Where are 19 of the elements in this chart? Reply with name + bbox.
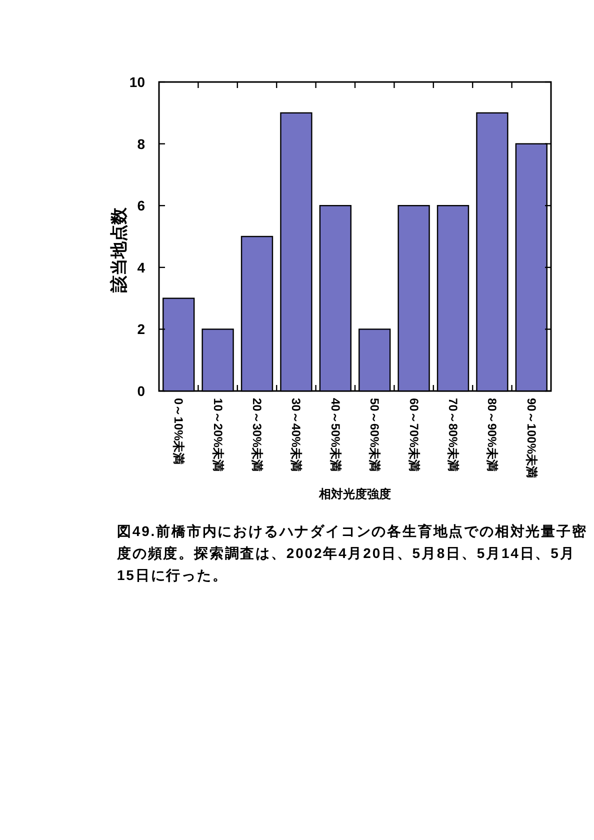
x-tick-label: 50～60%未満 bbox=[368, 398, 382, 472]
x-tick-label: 60～70%未満 bbox=[406, 398, 421, 472]
x-tick-label: 10～20%未満 bbox=[210, 398, 225, 472]
x-tick-label: 90～100%未満 bbox=[524, 398, 538, 478]
x-tick-label: 30～40%未満 bbox=[289, 398, 304, 472]
x-tick-label: 0～10%未満 bbox=[172, 398, 186, 465]
x-tick-label: 70～80%未満 bbox=[446, 398, 460, 472]
y-axis-title: 該当地点数 bbox=[110, 206, 128, 294]
x-tick-label: 80～90%未満 bbox=[485, 398, 500, 472]
y-tick-label: 8 bbox=[137, 136, 146, 152]
x-tick-label: 20～30%未満 bbox=[250, 398, 264, 472]
y-tick-label: 2 bbox=[137, 321, 146, 338]
x-axis-title: 相対光度強度 bbox=[318, 487, 391, 501]
x-tick-label: 40～50%未満 bbox=[328, 398, 342, 472]
y-tick-label: 0 bbox=[137, 383, 146, 399]
y-tick-label: 4 bbox=[137, 259, 146, 276]
y-tick-label: 6 bbox=[137, 198, 146, 214]
caption: 図49.前橋市内におけるハナダイコンの各生育地点での相対光量子密度の頻度。探索調査は、2002年4月20日、5月8日、5月14日、5月15日に行った。 bbox=[117, 522, 588, 585]
y-tick-label: 10 bbox=[129, 74, 146, 90]
